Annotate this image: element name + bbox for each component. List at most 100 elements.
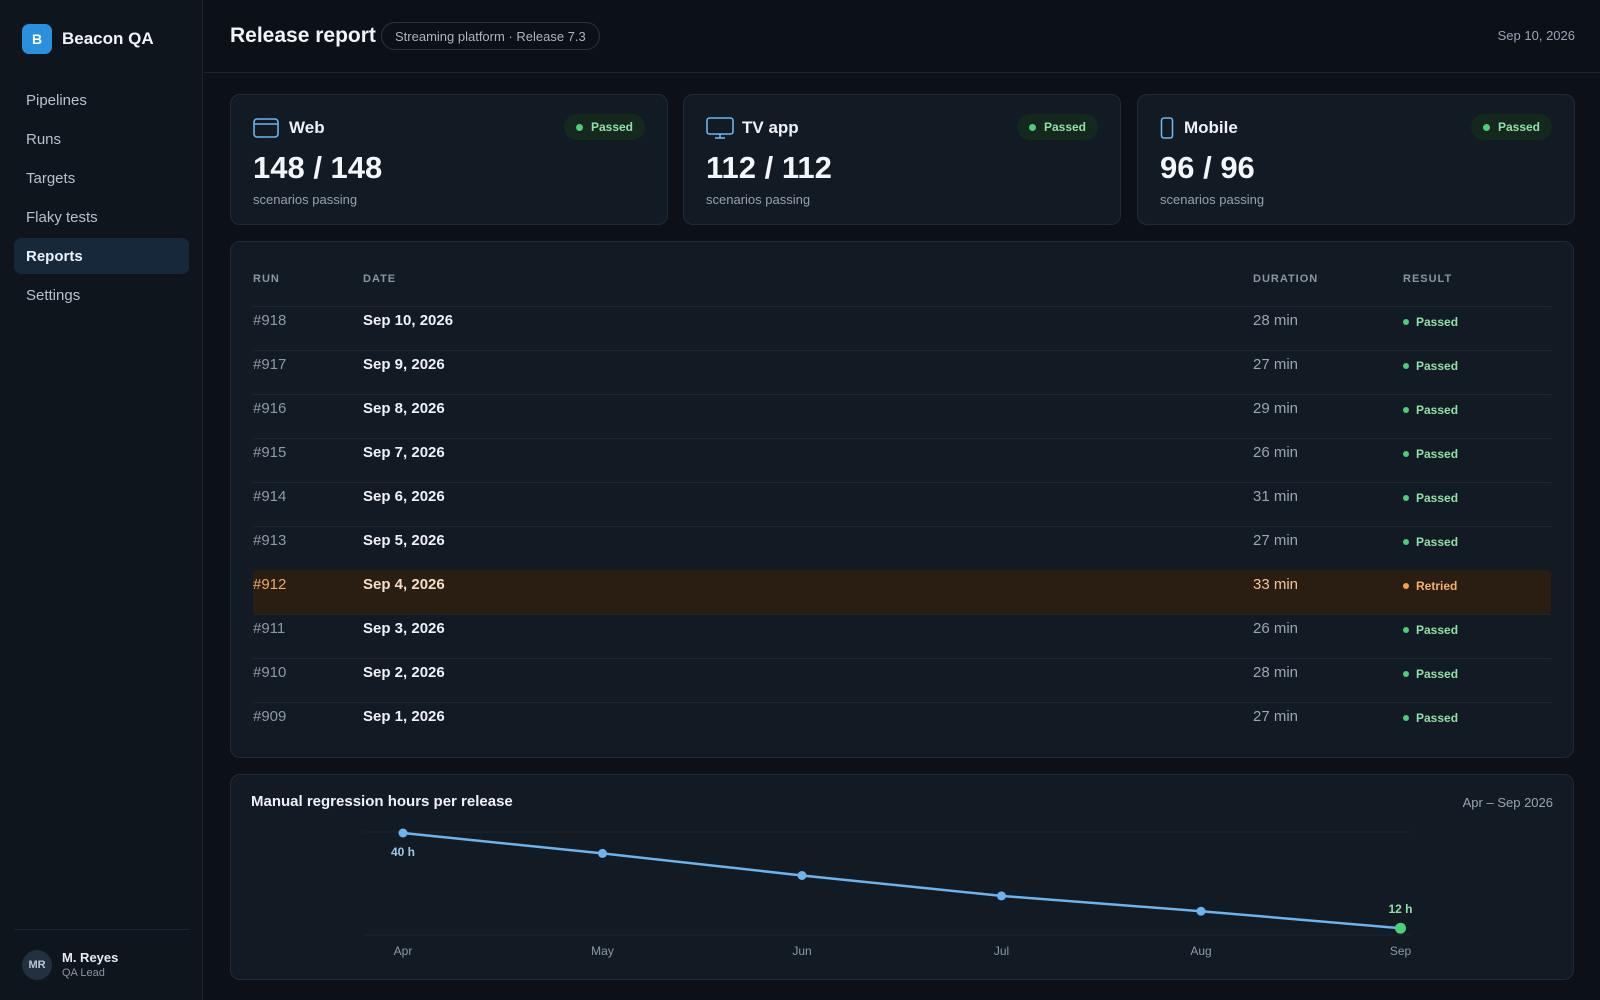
brand-logo: B (22, 24, 52, 54)
runs-table: RUN DATE DURATION RESULT #918 Sep 10, 202… (230, 241, 1574, 758)
phone-icon (1160, 117, 1176, 139)
page-title: Release report (230, 24, 376, 47)
result-badge: Passed (1403, 665, 1458, 683)
user-role: QA Lead (62, 967, 105, 979)
run-date: Sep 4, 2026 (363, 576, 445, 593)
series-line (402, 831, 1401, 930)
run-duration: 26 min (1253, 444, 1299, 461)
status-badge: Passed (563, 114, 645, 140)
sidebar-item-runs[interactable]: Runs (26, 130, 62, 148)
result-badge: Passed (1403, 621, 1458, 639)
column-header-date[interactable]: DATE (363, 273, 397, 285)
result-badge: Passed (1403, 357, 1458, 375)
table-row[interactable]: #915 Sep 7, 2026 26 min Passed (253, 438, 1551, 482)
run-id[interactable]: #915 (253, 444, 287, 461)
avatar: MR (22, 949, 52, 980)
run-id[interactable]: #909 (253, 708, 287, 725)
table-row[interactable]: #912 Sep 4, 2026 33 min Retried (253, 570, 1551, 614)
data-label: 12 h (1388, 902, 1412, 916)
run-duration: 27 min (1253, 532, 1299, 549)
run-duration: 26 min (1253, 620, 1299, 637)
run-date: Sep 6, 2026 (363, 488, 445, 505)
target-card-web[interactable]: Web Passed 148 / 148 scenarios passing (230, 94, 668, 225)
tv-icon (706, 117, 734, 139)
table-row[interactable]: #909 Sep 1, 2026 27 min Passed (253, 702, 1551, 746)
table-row[interactable]: #910 Sep 2, 2026 28 min Passed (253, 658, 1551, 702)
line-chart: Apr May Jun Jul Aug Sep 40 h 12 h (363, 828, 1413, 958)
run-id[interactable]: #917 (253, 356, 287, 373)
data-point (398, 828, 408, 838)
run-date: Sep 5, 2026 (363, 532, 445, 549)
run-id[interactable]: #916 (253, 400, 287, 417)
run-date: Sep 3, 2026 (363, 620, 445, 637)
browser-icon (253, 117, 281, 139)
regression-hours-chart: Manual regression hours per release Apr … (230, 774, 1574, 980)
run-date: Sep 2, 2026 (363, 664, 445, 681)
result-badge: Passed (1403, 709, 1458, 727)
table-row[interactable]: #913 Sep 5, 2026 27 min Passed (253, 526, 1551, 570)
run-id[interactable]: #913 (253, 532, 287, 549)
sidebar-nav: Pipelines Runs Targets Flaky tests Repor… (14, 82, 189, 316)
data-label: 40 h (391, 845, 415, 859)
x-tick-label: Jun (792, 944, 811, 958)
data-point (1196, 906, 1206, 916)
run-duration: 33 min (1253, 576, 1299, 593)
table-row[interactable]: #916 Sep 8, 2026 29 min Passed (253, 394, 1551, 438)
column-header-result[interactable]: RESULT (1403, 273, 1453, 285)
x-tick-label: May (591, 944, 614, 958)
status-badge: Passed (1470, 114, 1552, 140)
result-badge: Passed (1403, 445, 1458, 463)
sidebar-item-settings[interactable]: Settings (26, 286, 81, 304)
user-name: M. Reyes (62, 950, 119, 965)
report-date: Sep 10, 2026 (1497, 28, 1575, 43)
brand[interactable]: B Beacon QA (22, 24, 154, 54)
user-profile[interactable]: MR M. Reyes QA Lead (14, 929, 189, 999)
card-caption: scenarios passing (1160, 192, 1265, 207)
run-date: Sep 1, 2026 (363, 708, 445, 725)
sidebar: B Beacon QA Pipelines Runs Targets Flaky… (0, 0, 203, 1000)
result-badge: Passed (1403, 533, 1458, 551)
chart-range: Apr – Sep 2026 (1462, 795, 1553, 810)
result-badge: Passed (1403, 401, 1458, 419)
scenario-count: 148 / 148 (253, 150, 383, 185)
run-duration: 28 min (1253, 312, 1299, 329)
page-header: Release report Streaming platform · Rele… (204, 0, 1600, 73)
card-title: Web (289, 118, 325, 137)
run-id[interactable]: #912 (253, 576, 287, 593)
data-point (598, 848, 607, 858)
table-row[interactable]: #911 Sep 3, 2026 26 min Passed (253, 614, 1551, 658)
card-title: Mobile (1184, 118, 1238, 137)
status-badge: Passed (1016, 114, 1098, 140)
sidebar-item-flaky-tests[interactable]: Flaky tests (26, 208, 98, 226)
sidebar-item-reports[interactable]: Reports (14, 238, 189, 274)
result-badge: Passed (1403, 313, 1458, 331)
x-tick-label: Jul (994, 944, 1009, 958)
target-card-tv-app[interactable]: TV app Passed 112 / 112 scenarios passin… (683, 94, 1121, 225)
run-id[interactable]: #910 (253, 664, 287, 681)
run-duration: 31 min (1253, 488, 1299, 505)
data-point (1395, 922, 1406, 934)
sidebar-item-pipelines[interactable]: Pipelines (26, 91, 87, 109)
table-row[interactable]: #914 Sep 6, 2026 31 min Passed (253, 482, 1551, 526)
run-id[interactable]: #918 (253, 312, 287, 329)
run-date: Sep 8, 2026 (363, 400, 445, 417)
run-id[interactable]: #911 (253, 620, 286, 637)
chart-title: Manual regression hours per release (251, 793, 513, 810)
column-header-duration[interactable]: DURATION (1253, 273, 1319, 285)
target-card-mobile[interactable]: Mobile Passed 96 / 96 scenarios passing (1137, 94, 1575, 225)
result-badge: Retried (1403, 577, 1457, 595)
column-header-run[interactable]: RUN (253, 273, 280, 285)
table-row[interactable]: #917 Sep 9, 2026 27 min Passed (253, 350, 1551, 394)
scenario-count: 112 / 112 (706, 150, 832, 185)
sidebar-item-targets[interactable]: Targets (26, 169, 76, 187)
table-row[interactable]: #918 Sep 10, 2026 28 min Passed (253, 306, 1551, 350)
run-date: Sep 7, 2026 (363, 444, 445, 461)
release-context-chip[interactable]: Streaming platform · Release 7.3 (381, 22, 600, 50)
run-id[interactable]: #914 (253, 488, 287, 505)
data-point (797, 871, 807, 880)
data-point (997, 891, 1006, 901)
run-date: Sep 9, 2026 (363, 356, 445, 373)
card-caption: scenarios passing (706, 192, 811, 207)
x-tick-label: Apr (394, 944, 413, 958)
run-date: Sep 10, 2026 (363, 312, 454, 329)
